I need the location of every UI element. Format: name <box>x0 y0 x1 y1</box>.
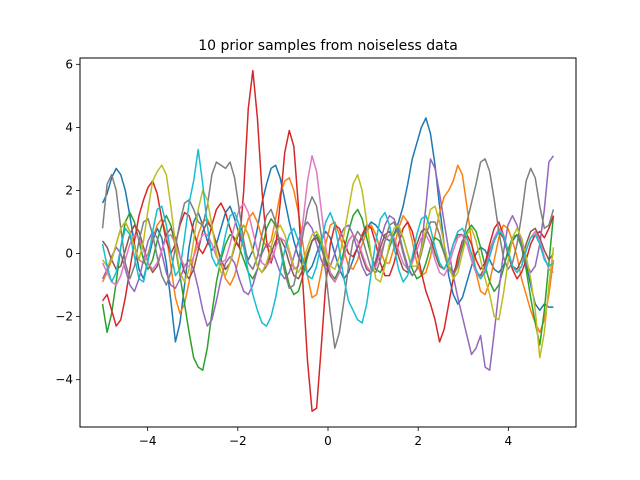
series-line-10 <box>101 148 554 327</box>
x-tick-label: 4 <box>505 434 513 448</box>
y-tick-label: 0 <box>65 247 73 261</box>
axis-layer: −4 −2 0 2 4 −4 −2 0 2 4 6 <box>55 57 512 448</box>
y-tick-label: −2 <box>55 310 73 324</box>
y-tick-label: −4 <box>55 373 73 387</box>
x-tick-label: −4 <box>139 434 157 448</box>
x-tick-label: −2 <box>229 434 247 448</box>
y-tick-label: 2 <box>65 183 73 197</box>
y-tick-label: 4 <box>65 120 73 134</box>
series-line-2 <box>101 164 555 334</box>
series-line-8 <box>101 158 555 349</box>
y-tick-label: 6 <box>65 57 73 71</box>
chart-title: 10 prior samples from noiseless data <box>198 38 458 54</box>
x-tick-label: 0 <box>324 434 332 448</box>
series-line-9 <box>101 164 555 359</box>
series-line-4 <box>101 69 555 412</box>
series-layer <box>101 69 555 412</box>
x-tick-label: 2 <box>414 434 422 448</box>
